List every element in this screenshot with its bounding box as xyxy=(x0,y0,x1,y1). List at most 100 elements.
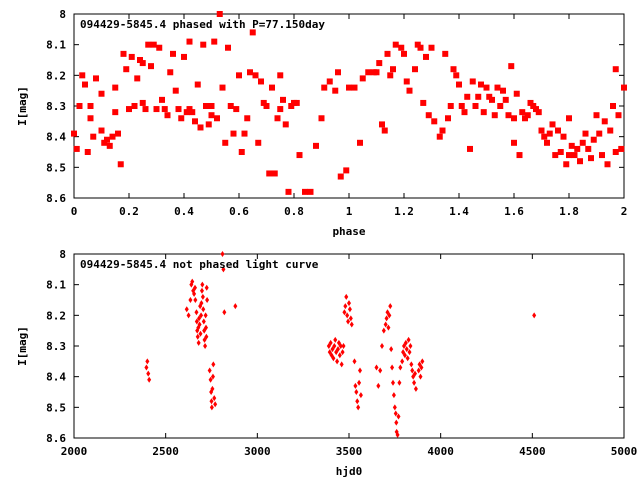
data-point xyxy=(194,318,199,325)
x-tick-label: 0.4 xyxy=(174,205,194,218)
data-point xyxy=(145,358,150,365)
data-point xyxy=(139,60,146,67)
data-point xyxy=(508,63,515,70)
data-point xyxy=(397,379,402,386)
data-point xyxy=(193,297,198,303)
data-point xyxy=(90,133,97,140)
data-point xyxy=(137,57,143,63)
data-point xyxy=(410,367,415,374)
data-point xyxy=(186,106,193,113)
data-point xyxy=(230,130,237,137)
data-point xyxy=(549,121,556,128)
data-point xyxy=(601,118,608,125)
y-axis-label: I[mag] xyxy=(16,86,29,126)
data-point xyxy=(407,349,412,356)
y-tick-label: 8.4 xyxy=(46,131,66,144)
data-point xyxy=(413,385,418,392)
data-point xyxy=(79,72,86,79)
data-point xyxy=(84,149,91,155)
data-point xyxy=(205,121,212,128)
y-tick-label: 8 xyxy=(59,248,66,261)
y-tick-label: 8.1 xyxy=(46,279,66,292)
data-point xyxy=(568,142,575,149)
data-point xyxy=(347,306,352,313)
data-point xyxy=(333,336,338,343)
data-point xyxy=(274,115,281,122)
data-point xyxy=(425,112,432,119)
data-point xyxy=(335,69,341,76)
data-point xyxy=(93,75,99,82)
phased-light-curve-panel: 0 0.2 0.4 0.6 0.8 1 1.2 1.4 1.6 1.8 2 8 8.1 8.2 8.3 8.4… xyxy=(16,8,627,238)
data-point xyxy=(209,404,214,411)
data-point xyxy=(346,318,351,325)
data-point xyxy=(219,84,226,91)
data-point xyxy=(373,69,380,76)
data-point xyxy=(296,152,303,159)
data-point xyxy=(156,44,163,51)
data-point xyxy=(456,81,462,88)
x-tick-label: 2000 xyxy=(61,445,88,458)
data-point xyxy=(145,41,152,48)
x-tick-label: 4500 xyxy=(519,445,546,458)
data-point xyxy=(210,385,215,392)
y-tick-label: 8.2 xyxy=(46,69,66,82)
data-point xyxy=(266,170,273,177)
x-tick-label: 1.6 xyxy=(504,205,524,218)
data-point xyxy=(196,339,201,346)
data-point xyxy=(200,41,207,48)
data-point xyxy=(579,139,586,146)
data-point xyxy=(621,84,627,91)
data-point xyxy=(326,78,333,85)
data-point xyxy=(383,321,388,328)
data-point xyxy=(574,145,581,152)
data-point xyxy=(555,127,561,134)
data-point xyxy=(288,103,295,109)
data-point xyxy=(511,139,517,146)
data-point xyxy=(469,78,476,85)
data-point xyxy=(612,149,619,155)
data-point xyxy=(222,309,227,316)
y-tick-label: 8.3 xyxy=(46,100,66,113)
data-point xyxy=(208,376,213,383)
data-point xyxy=(596,130,603,137)
data-point xyxy=(612,66,619,73)
data-point xyxy=(186,38,193,45)
data-point xyxy=(351,84,358,91)
x-tick-label: 2 xyxy=(621,205,628,218)
data-point xyxy=(188,297,193,303)
data-point xyxy=(408,343,413,349)
data-point xyxy=(480,109,487,116)
data-point xyxy=(199,300,204,307)
data-point xyxy=(588,155,594,162)
data-point xyxy=(258,78,264,85)
data-point xyxy=(207,367,212,374)
data-point xyxy=(376,60,383,67)
data-point xyxy=(359,75,366,82)
unphased-light-curve-panel: 2000 2500 3000 3500 4000 4500 5000 8 8.1 8.2 8.3 8.… xyxy=(16,248,637,478)
x-tick-label: 1.4 xyxy=(449,205,469,218)
data-point xyxy=(566,152,572,159)
data-point xyxy=(161,106,168,113)
data-point xyxy=(221,266,226,273)
y-tick-label: 8.6 xyxy=(46,192,66,205)
data-point xyxy=(244,115,251,122)
data-point xyxy=(172,87,179,94)
data-point xyxy=(524,112,531,119)
data-point xyxy=(147,376,152,383)
data-point xyxy=(76,103,83,109)
data-point xyxy=(192,290,197,297)
data-point xyxy=(381,127,388,134)
data-point xyxy=(401,50,407,57)
data-point xyxy=(194,81,201,88)
data-point xyxy=(560,133,567,140)
data-point xyxy=(500,87,506,94)
data-point xyxy=(313,142,319,149)
data-point xyxy=(420,358,425,365)
data-point xyxy=(453,72,460,79)
data-point xyxy=(486,93,493,100)
data-point xyxy=(282,121,289,128)
data-point xyxy=(339,361,344,368)
data-point xyxy=(109,133,116,140)
data-point xyxy=(348,315,353,322)
